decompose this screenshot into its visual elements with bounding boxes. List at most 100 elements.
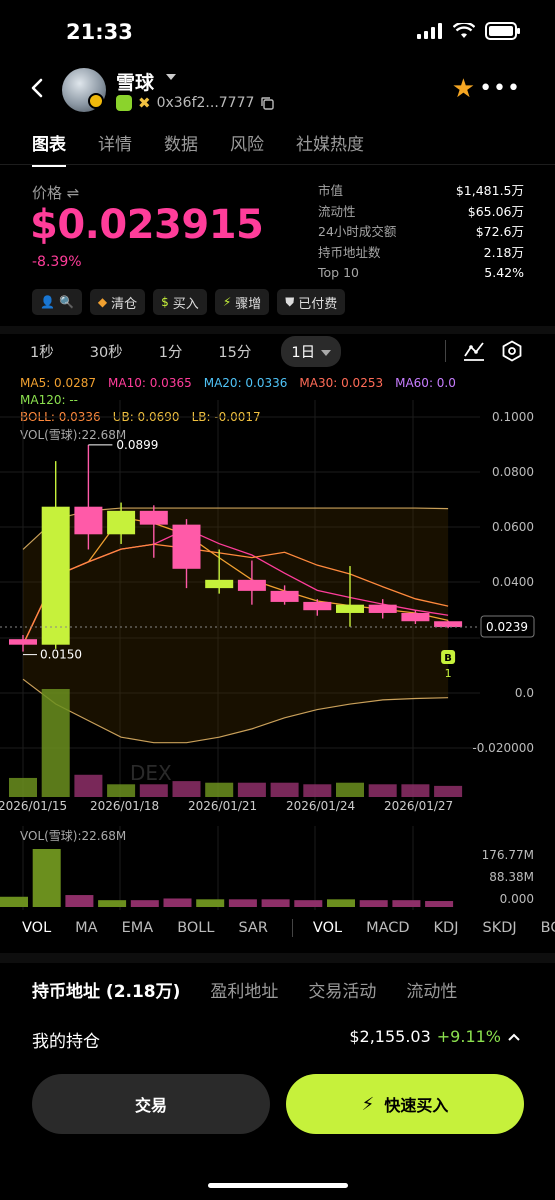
tag-paid[interactable]: ⛊ 已付费 [277,289,346,315]
tab-risk[interactable]: 风险 [230,135,264,155]
high-label: 0.0899 [116,438,158,452]
tag-person-search[interactable]: 👤 🔍 [32,289,82,315]
stat-value: 2.18万 [483,245,524,261]
vol-panel-bars [0,849,454,907]
ind-tab-skdj[interactable]: SKDJ [482,920,517,936]
volume-bar [336,782,364,797]
back-icon[interactable] [26,76,50,100]
stat-row: 市值 $1,481.5万 [318,179,524,200]
price-chart[interactable]: DEX 0.1000 0.0800 0.0600 0.0400 0.0 -0.020000… [0,360,555,830]
signal-icon [417,23,442,39]
stat-value: $72.6万 [475,224,524,240]
more-icon[interactable]: ••• [479,76,521,101]
crown-icon: ◆ [97,295,108,309]
shield-icon: ⛊ [285,294,295,309]
search-icon: 🔍 [58,295,74,309]
interval-1d-label: 1日 [291,344,316,361]
current-price-label: 0.0239 [486,620,528,634]
volume-bars [9,689,463,797]
chevron-up-icon[interactable] [507,1032,521,1042]
tab-liquidity[interactable]: 流动性 [406,982,458,1002]
ind-tab-sar[interactable]: SAR [238,920,268,936]
tab-social[interactable]: 社媒热度 [296,135,364,155]
legend-ma5: MA5: 0.0287 [20,376,97,390]
vol-tick: 0.000 [500,892,534,906]
chevron-down-icon[interactable] [166,74,176,80]
quick-buy-label: 快速买入 [384,1096,449,1115]
ind-tab-macd[interactable]: MACD [366,920,410,936]
vol-panel-bar [228,899,257,907]
interval-1d[interactable]: 1日 [281,335,342,367]
candle-body [401,612,430,622]
interval-selector: 1秒 30秒 1分 15分 1日 [30,335,377,367]
home-indicator [208,1183,348,1188]
interval-15m[interactable]: 15分 [218,344,252,361]
volume-bar [270,782,299,797]
legend-ma120: MA120: -- [20,393,78,407]
tag-label: 清仓 [111,296,138,312]
stat-label: 流动性 [318,203,356,219]
volume-bar [368,784,397,797]
tag-surge[interactable]: ⚡ 骤增 [214,289,270,315]
y-tick-label: 0.0400 [492,575,534,589]
quick-buy-button[interactable]: ⚡ 快速买入 [286,1074,524,1134]
volume-bar [9,777,37,797]
candle-body [9,639,37,645]
tab-holders[interactable]: 持币地址 (2.18万) [32,982,181,1002]
buy-marker-badge [441,650,456,664]
vol-panel-bar [32,849,61,907]
star-icon[interactable]: ★ [451,74,475,104]
candle-body [270,590,299,602]
ind-tab-ema[interactable]: EMA [121,920,154,936]
tab-chart[interactable]: 图表 [32,130,66,167]
price-label[interactable]: 价格 ⇌ [32,184,80,202]
holder-tabs: 持币地址 (2.18万) 盈利地址 交易活动 流动性 [32,977,487,1002]
copy-icon[interactable] [260,96,275,110]
settings-icon[interactable] [501,340,523,362]
tag-buy[interactable]: $ 买入 [153,289,207,315]
stat-value: $65.06万 [467,203,524,219]
ind-tab-vol-sub[interactable]: VOL [312,920,343,936]
vol-panel-bar [359,900,388,907]
token-name[interactable]: 雪球 [116,72,155,94]
position-row[interactable]: $2,155.03 +9.11% [349,1027,521,1046]
person-icon: 👤 [40,295,55,309]
tab-profit-addresses[interactable]: 盈利地址 [210,982,279,1002]
ind-tab-ma[interactable]: MA [75,920,98,936]
trade-button[interactable]: 交易 [32,1074,270,1134]
tab-divider [0,164,555,165]
tab-trade-activity[interactable]: 交易活动 [308,982,377,1002]
vol-panel-bar [294,900,323,907]
position-label: 我的持仓 [32,1032,100,1052]
tab-data[interactable]: 数据 [164,135,198,155]
tag-clear[interactable]: ◆ 清仓 [89,289,146,315]
ind-tab-boll-sub[interactable]: BOLL [540,920,555,936]
address-row: ✖ 0x36f2...7777 [116,94,275,112]
vol-panel-bar [196,899,225,907]
annotations: 0.0899 0.0150 B 1 [23,438,456,680]
ind-tab-vol[interactable]: VOL [22,920,52,936]
x-tick-label: 2026/01/18 [90,799,159,813]
candle-body [303,601,332,611]
watermark-text: DEX [130,761,172,785]
interval-1s[interactable]: 1秒 [30,344,54,361]
y-tick-label: -0.020000 [472,741,534,755]
stat-label: Top 10 [318,265,359,281]
volume-chart[interactable]: VOL(雪球):22.68M 176.77M 88.38M 0.000 [0,826,555,910]
ind-tab-kdj[interactable]: KDJ [433,920,459,936]
legend-ma20: MA20: 0.0336 [203,376,288,390]
drawing-tool-icon[interactable] [462,340,486,362]
tab-details[interactable]: 详情 [98,135,132,155]
position-change: +9.11% [436,1027,501,1046]
volume-bar [107,784,136,797]
indicator-tabs: VOL MA EMA BOLL SAR VOL MACD KDJ SKDJ BO… [22,919,555,937]
legend-ma10: MA10: 0.0365 [108,376,192,390]
legend-ma60: MA60: 0.0 [395,376,456,390]
interval-1m[interactable]: 1分 [158,344,183,361]
ind-tab-boll[interactable]: BOLL [177,920,215,936]
legend-vol: VOL(雪球):22.68M [20,426,126,443]
stat-label: 市值 [318,182,344,198]
y-axis: 0.1000 0.0800 0.0600 0.0400 0.0 -0.020000 0.02… [0,410,535,755]
interval-30s[interactable]: 30秒 [89,344,123,361]
candle-body [336,604,364,613]
